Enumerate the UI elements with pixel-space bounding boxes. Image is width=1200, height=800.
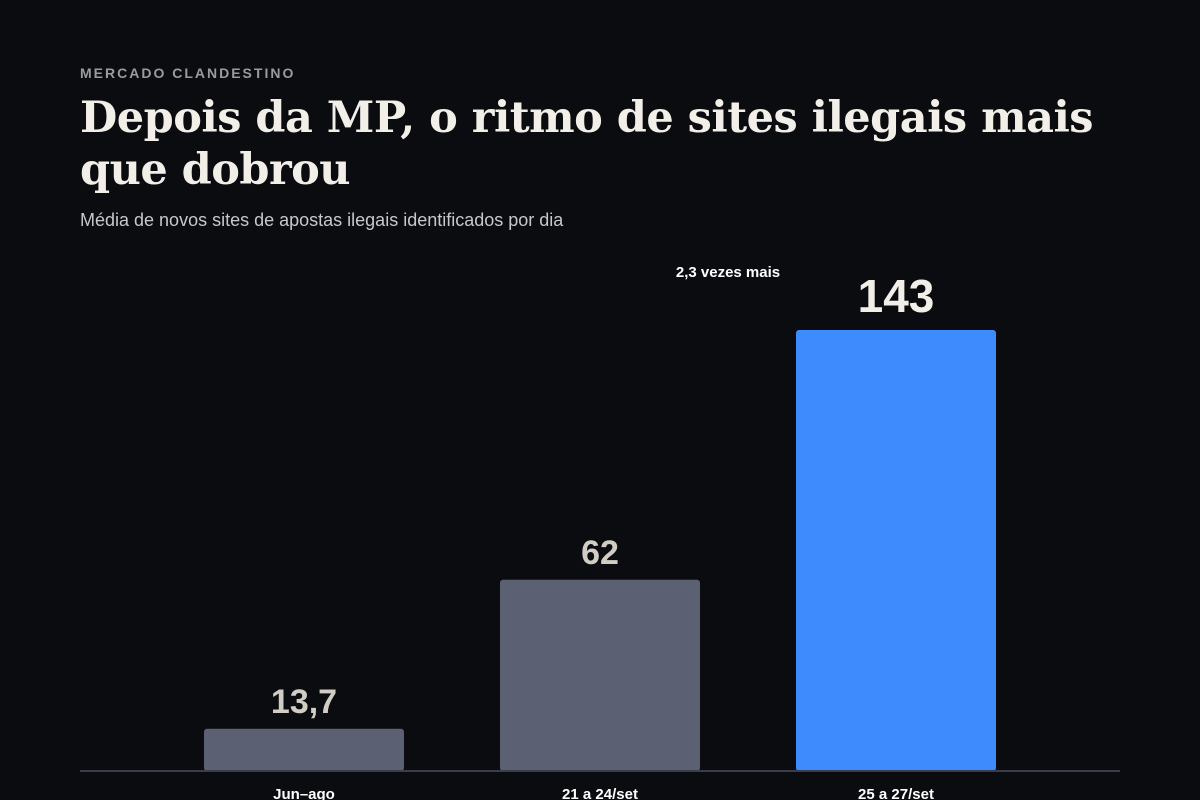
comparison-annotation: 2,3 vezes mais [676, 264, 780, 281]
category-label-1: Jun–ago [273, 786, 335, 800]
category-label-2: 21 a 24/set [562, 786, 638, 800]
bars-layer: 13,7 Jun–ago 62 21 a 24/set 143 25 a 27/set [204, 270, 996, 800]
chart-subtitle: Média de novos sites de apostas ilegais … [80, 210, 564, 230]
kicker: MERCADO CLANDESTINO [80, 65, 296, 81]
value-label-3: 143 [858, 270, 935, 322]
bar-1 [204, 728, 404, 771]
chart-title: Depois da MP, o ritmo de sites ilegais m… [80, 93, 1094, 195]
bar-3 [796, 330, 996, 771]
value-label-1: 13,7 [271, 683, 337, 721]
category-label-3: 25 a 27/set [858, 786, 934, 800]
value-label-2: 62 [581, 534, 619, 572]
bar-2 [500, 579, 700, 771]
